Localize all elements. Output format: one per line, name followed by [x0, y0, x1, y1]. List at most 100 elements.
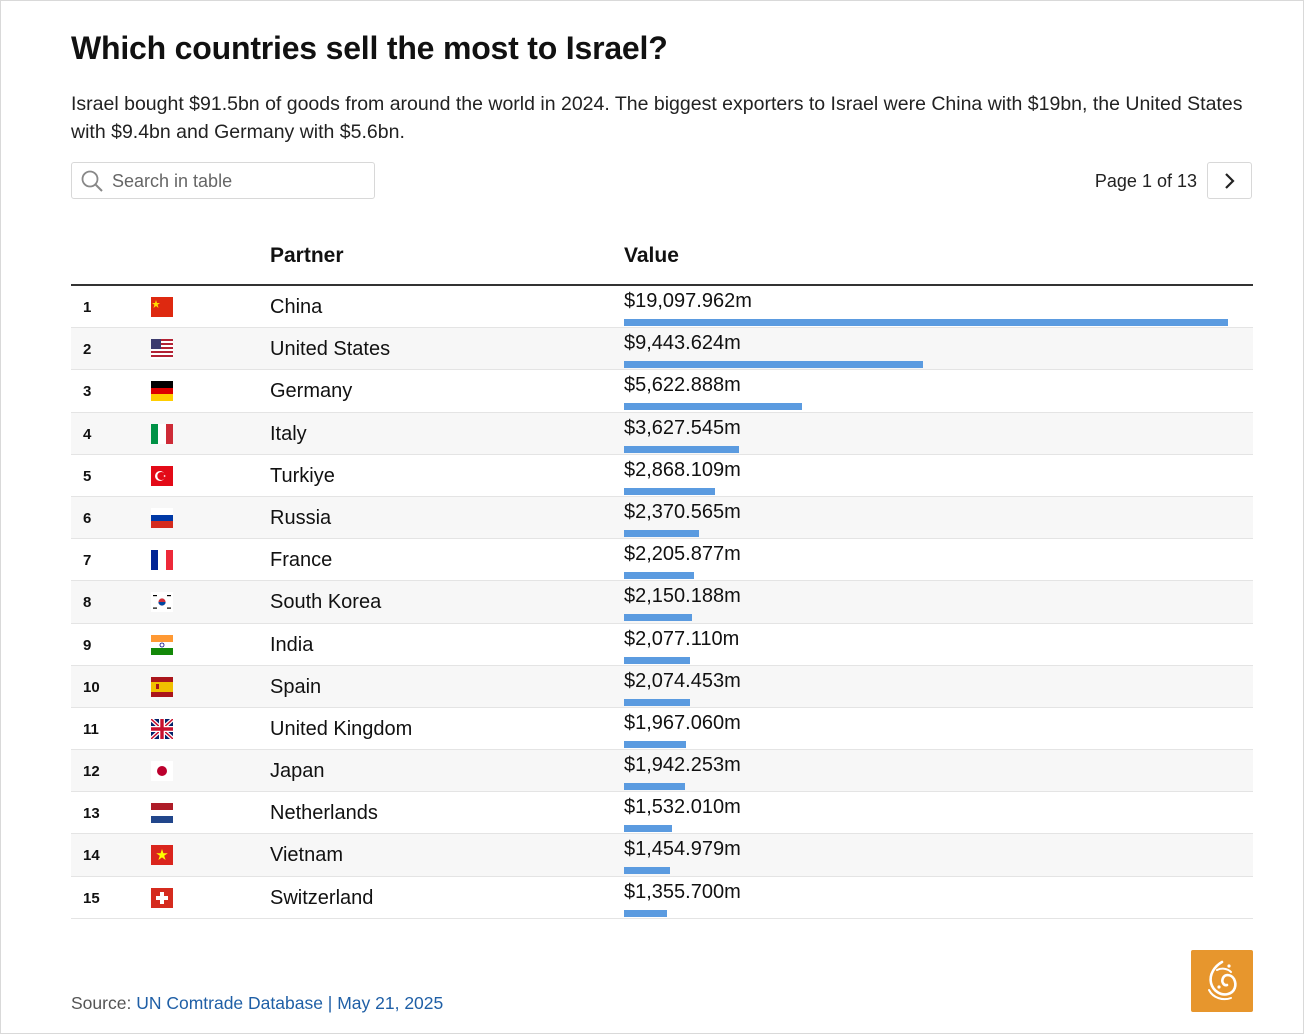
value-label: $5,622.888m — [624, 374, 741, 397]
india-flag-icon — [151, 634, 173, 655]
rank-cell: 1 — [83, 299, 92, 316]
source-link[interactable]: UN Comtrade Database | May 21, 2025 — [136, 993, 444, 1013]
table-row: 5 Turkiye $2,868.109m — [71, 455, 1253, 497]
rank-cell: 14 — [83, 847, 100, 865]
rank-cell: 15 — [83, 889, 100, 907]
partner-cell: United Kingdom — [270, 717, 413, 740]
united-states-flag-icon — [151, 339, 173, 360]
vietnam-flag-icon — [151, 845, 173, 866]
value-label: $2,150.188m — [624, 585, 741, 608]
table-row: 3 Germany $5,622.888m — [71, 370, 1253, 413]
value-bar — [624, 614, 692, 622]
value-bar — [624, 867, 670, 875]
value-bar — [624, 361, 923, 369]
page-title: Which countries sell the most to Israel? — [71, 30, 668, 66]
value-bar — [624, 319, 1228, 326]
partner-cell: Italy — [270, 422, 307, 445]
search-icon — [81, 170, 103, 192]
search-box[interactable] — [71, 162, 375, 199]
partner-cell: Japan — [270, 760, 325, 783]
table-row: 12 Japan $1,942.253m — [71, 750, 1253, 793]
table-row: 11 United Kingdom $1,967.060m — [71, 708, 1253, 751]
value-bar — [624, 656, 690, 664]
value-bar — [624, 572, 694, 580]
search-input[interactable] — [112, 167, 362, 195]
column-header-partner: Partner — [270, 244, 344, 267]
russia-flag-icon — [151, 507, 173, 528]
source-note: Source: UN Comtrade Database | May 21, 2… — [71, 993, 443, 1014]
table-row: 14 Vietnam $1,454.979m — [71, 834, 1253, 877]
rank-cell: 4 — [83, 425, 92, 443]
value-label: $19,097.962m — [624, 290, 752, 312]
value-label: $2,370.565m — [624, 500, 741, 523]
rank-cell: 5 — [83, 467, 92, 485]
value-bar — [624, 698, 690, 706]
partner-cell: China — [270, 296, 323, 318]
japan-flag-icon — [151, 761, 173, 782]
rank-cell: 3 — [83, 383, 92, 401]
value-label: $1,942.253m — [624, 754, 741, 777]
partner-cell: Turkiye — [270, 464, 335, 487]
partner-cell: Russia — [270, 506, 332, 529]
value-label: $1,355.700m — [624, 880, 741, 903]
partner-cell: Vietnam — [270, 844, 344, 867]
value-bar — [624, 529, 699, 537]
spain-flag-icon — [151, 676, 173, 697]
turkiye-flag-icon — [151, 465, 173, 486]
value-label: $2,074.453m — [624, 669, 741, 692]
china-flag-icon — [151, 297, 173, 317]
value-label: $2,868.109m — [624, 458, 741, 481]
rank-cell: 7 — [83, 552, 92, 570]
table-row: 4 Italy $3,627.545m — [71, 412, 1253, 455]
rank-cell: 12 — [83, 763, 100, 781]
table-row: 7 France $2,205.877m — [71, 539, 1253, 582]
page-indicator: Page 1 of 13 — [1094, 171, 1197, 191]
switzerland-flag-icon — [151, 887, 173, 908]
partner-cell: Spain — [270, 675, 322, 698]
table-row: 6 Russia $2,370.565m — [71, 496, 1253, 540]
chevron-right-icon — [1225, 173, 1235, 189]
rank-cell: 10 — [83, 678, 100, 696]
rank-cell: 2 — [83, 341, 92, 359]
header-divider — [71, 284, 1253, 286]
rank-cell: 13 — [83, 805, 100, 823]
value-bar — [624, 487, 715, 495]
value-bar — [624, 783, 685, 791]
germany-flag-icon — [151, 381, 173, 402]
value-bar — [624, 740, 686, 748]
table-row: 2 United States $9,443.624m — [71, 328, 1253, 371]
table-row: 8 South Korea $2,150.188m — [71, 581, 1253, 624]
value-label: $1,454.979m — [624, 838, 741, 861]
united-kingdom-flag-icon — [151, 718, 173, 739]
partner-cell: Switzerland — [270, 886, 374, 909]
rank-cell: 9 — [83, 636, 92, 654]
netherlands-flag-icon — [151, 803, 173, 824]
partner-cell: Netherlands — [270, 802, 378, 825]
value-bar — [624, 403, 802, 411]
table-row: 15 Switzerland $1,355.700m — [71, 877, 1253, 919]
table-row: 10 Spain $2,074.453m — [71, 665, 1253, 708]
source-label: Source: — [71, 993, 137, 1013]
next-page-button[interactable] — [1207, 162, 1252, 199]
rank-cell: 11 — [83, 720, 99, 738]
value-label: $2,205.877m — [624, 543, 741, 566]
partner-cell: India — [270, 633, 314, 656]
rank-cell: 6 — [83, 509, 92, 527]
italy-flag-icon — [151, 423, 173, 444]
value-label: $1,532.010m — [624, 796, 741, 819]
value-bar — [624, 825, 672, 833]
al-jazeera-logo-icon — [1191, 950, 1253, 1012]
table-row: 13 Netherlands $1,532.010m — [71, 792, 1253, 835]
table-row: 9 India $2,077.110m — [71, 624, 1253, 666]
value-label: $3,627.545m — [624, 416, 741, 439]
value-label: $2,077.110m — [624, 627, 740, 650]
rank-cell: 8 — [83, 594, 92, 612]
value-label: $1,967.060m — [624, 711, 741, 734]
column-header-value: Value — [624, 244, 679, 267]
table-row: 1 China $19,097.962m — [71, 286, 1253, 329]
page-subtitle: Israel bought $91.5bn of goods from arou… — [71, 93, 1243, 143]
partner-cell: France — [270, 549, 333, 572]
south-korea-flag-icon — [151, 592, 173, 613]
partner-cell: United States — [270, 338, 391, 361]
value-bar — [624, 909, 667, 917]
